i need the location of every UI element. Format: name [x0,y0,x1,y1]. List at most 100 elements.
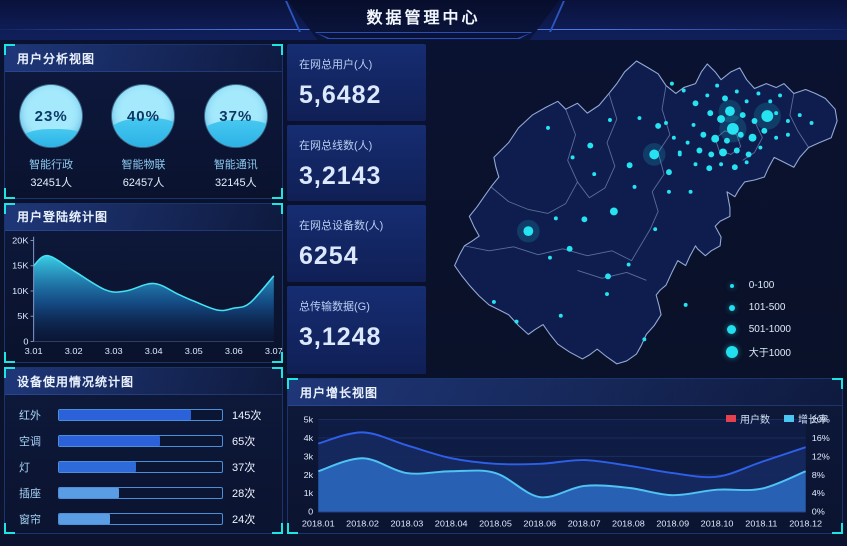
map-legend-dot-icon [727,325,737,334]
gauge-wave-fill [204,119,267,147]
panel-user-analysis: 用户分析视图 23% 智能行政 32451人 40% 智能物联 62457人 37% 智能通讯… [4,44,283,199]
svg-text:0: 0 [23,336,28,346]
device-bar-fill [59,462,136,472]
growth-legend-item[interactable]: 用户数 [726,411,770,426]
panel-login-stats: 用户登陆统计图 0 5K 10K 15K 20K 3.01 3.02 3.03 3.04 3.05… [4,202,283,363]
svg-text:15K: 15K [12,261,28,271]
gauge-circle: 23% [20,85,83,147]
map-legend-dot-box [724,304,740,311]
header-bracket-decoration [314,32,533,39]
svg-text:4%: 4% [812,488,825,498]
growth-series-fill [318,458,806,512]
device-bar-row: 插座 28次 [19,485,268,501]
map-legend-dot-box [724,283,740,288]
left-column: 用户分析视图 23% 智能行政 32451人 40% 智能物联 62457人 37% 智能通讯… [4,44,283,534]
svg-text:1k: 1k [304,488,314,498]
device-label: 灯 [19,462,30,474]
svg-text:20%: 20% [812,415,830,425]
device-value: 28次 [232,488,256,500]
svg-text:2018.01: 2018.01 [302,518,335,528]
growth-dual-area-chart: 0 1k 2k 3k 4k 5k 0% 4% 8% 12% 16% 20% 2018.01 2018.02… [302,415,830,529]
svg-text:5k: 5k [304,415,314,425]
stat-card-label: 在网总用户(人) [299,59,373,71]
gauge-count-label: 32451人 [30,177,72,189]
right-column: 在网总用户(人) 5,6482 在网总线数(人) 3,2143 在网总设备数(人) 625… [287,44,843,534]
map-district-borders [464,85,809,281]
svg-text:2018.08: 2018.08 [612,518,645,528]
stat-card-label: 总传输数据(G) [299,300,370,313]
growth-legend-item[interactable]: 增长率 [784,411,828,426]
top-row: 在网总用户(人) 5,6482 在网总线数(人) 3,2143 在网总设备数(人) 625… [287,44,843,375]
stat-card-value: 3,1248 [299,322,382,351]
svg-text:2018.05: 2018.05 [479,518,512,528]
map-legend-item[interactable]: 501-1000 [724,323,791,336]
growth-legend-label: 用户数 [740,415,770,426]
device-bar-fill [59,410,192,420]
panel-user-growth: 用户增长视图 用户数 增长率 0 1k 2k 3k 4k 5k 0% 4% 8% 12% 16% 20%… [287,378,843,534]
gauge-group: 23% 智能行政 32451人 40% 智能物联 62457人 37% 智能通讯 32145人 [5,72,282,190]
stat-card-label: 在网总线数(人) [299,139,373,152]
map-data-dots [491,81,814,342]
device-bar-track [58,461,223,473]
device-bar-row: 空调 65次 [19,433,268,449]
svg-text:3k: 3k [304,451,314,461]
gauge-percent-label: 40% [126,107,160,125]
device-bar-track [58,435,223,447]
login-area-fill [33,255,274,342]
device-value: 65次 [232,436,256,448]
stat-card: 在网总用户(人) 5,6482 [287,44,426,121]
svg-text:4k: 4k [304,433,314,443]
device-bar-row: 红外 145次 [19,407,268,423]
gauge-name-label: 智能通讯 [213,159,258,171]
map-legend-dot-box [724,325,740,334]
device-bar-track [58,487,223,499]
gauge-wave-fill [112,118,175,147]
svg-text:2018.11: 2018.11 [745,518,777,528]
device-value: 145次 [232,410,262,422]
device-value: 37次 [232,462,256,474]
map-size-legend: 0-100 101-500 501-1000 大于1000 [724,279,791,359]
growth-series-line [317,431,807,479]
gauge-circle: 40% [112,85,175,147]
login-axis-labels: 0 5K 10K 15K 20K 3.01 3.02 3.03 3.04 3.05 3.06 3.07 [12,235,282,355]
svg-text:12%: 12% [812,451,830,461]
growth-axis-labels: 0 1k 2k 3k 4k 5k 0% 4% 8% 12% 16% 20% 2018.01 2018.02… [302,415,830,529]
svg-text:5K: 5K [17,311,28,321]
login-area-chart: 0 5K 10K 15K 20K 3.01 3.02 3.03 3.04 3.05 3.06 3.07 [12,235,282,355]
stat-card-value: 3,2143 [299,161,382,190]
stat-card-label: 在网总设备数(人) [299,220,384,233]
panel-title-device-usage: 设备使用情况统计图 [5,368,282,395]
panel-title-user-growth: 用户增长视图 [288,379,842,406]
map-legend-dot-icon [728,304,735,311]
gauge: 37% 智能通讯 32145人 [197,85,275,190]
device-bar-chart: 红外 145次 空调 65次灯 37次 插座 28次 窗帘 24次 [5,395,282,533]
map-legend-item[interactable]: 101-500 [724,301,791,314]
device-bar-fill [59,436,161,446]
stat-card: 在网总设备数(人) 6254 [287,205,426,282]
svg-text:3.01: 3.01 [25,346,43,356]
svg-text:2018.10: 2018.10 [701,518,734,528]
svg-text:2018.12: 2018.12 [789,518,822,528]
svg-text:3.02: 3.02 [65,346,83,356]
panel-title-user-analysis: 用户分析视图 [5,45,282,72]
map-legend-dot-icon [725,345,738,358]
stat-card: 总传输数据(G) 3,1248 [287,285,426,375]
gauge: 23% 智能行政 32451人 [12,85,90,190]
svg-text:8%: 8% [812,470,825,480]
gauge-wave-fill [20,128,83,147]
growth-series-line [317,457,807,499]
svg-text:3.06: 3.06 [225,346,243,356]
map-legend-item[interactable]: 0-100 [724,279,791,292]
panel-title-login-stats: 用户登陆统计图 [5,203,282,231]
device-label: 空调 [19,436,41,448]
device-bar-track [58,409,223,421]
svg-text:10K: 10K [12,286,28,296]
map-legend-item[interactable]: 大于1000 [724,345,791,359]
gauge-percent-label: 23% [34,107,68,125]
growth-legend-swatch-icon [726,415,736,422]
device-bar-row: 灯 37次 [19,459,268,475]
svg-text:2018.06: 2018.06 [523,518,556,528]
gauge-circle: 37% [204,85,267,147]
svg-text:16%: 16% [812,433,830,443]
